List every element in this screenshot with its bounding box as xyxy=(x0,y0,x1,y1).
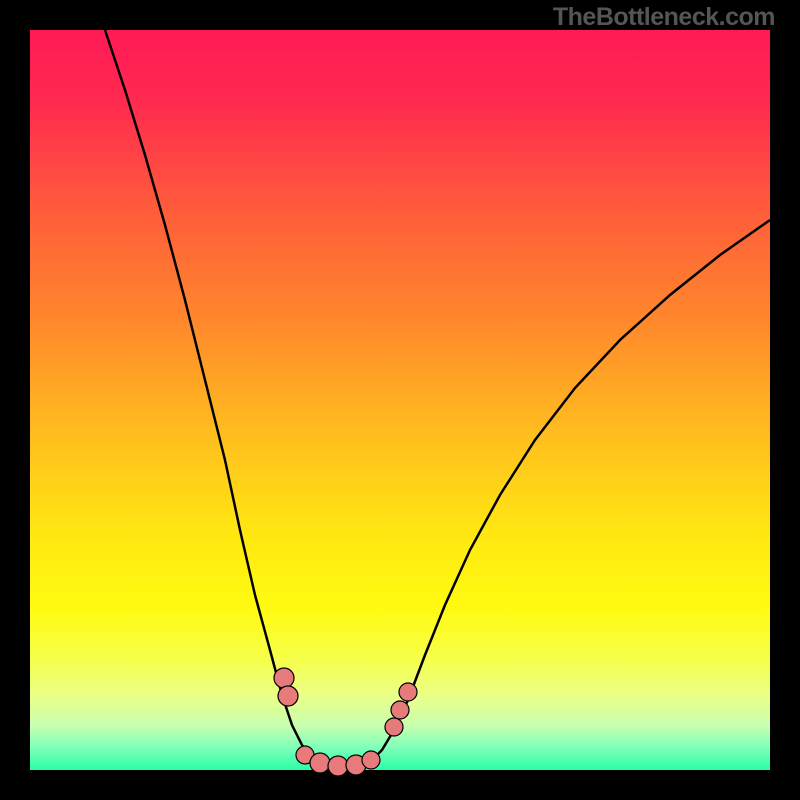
bottleneck-chart xyxy=(0,0,800,800)
data-marker xyxy=(310,753,330,773)
data-marker xyxy=(328,756,348,776)
chart-container: TheBottleneck.com xyxy=(0,0,800,800)
data-marker xyxy=(399,683,417,701)
data-marker xyxy=(278,686,298,706)
data-marker xyxy=(385,718,403,736)
data-marker xyxy=(362,751,380,769)
data-marker xyxy=(391,701,409,719)
data-marker xyxy=(274,668,294,688)
